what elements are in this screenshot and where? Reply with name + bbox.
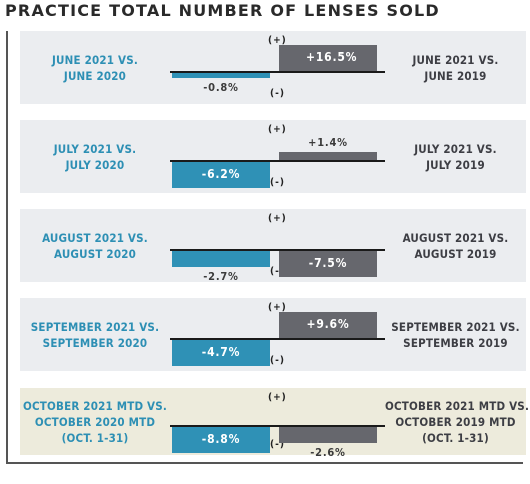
vs-2019-caption: JUNE 2021 VS. JUNE 2019 [385, 52, 526, 84]
caption-line: OCTOBER 2019 MTD [395, 415, 516, 429]
vs-2020-caption: JULY 2021 VS. JULY 2020 [20, 141, 170, 173]
caption-line: SEPTEMBER 2019 [403, 336, 508, 350]
comparison-panel: SEPTEMBER 2021 VS. SEPTEMBER 2020 SEPTEMBE… [20, 298, 526, 371]
caption-line: OCTOBER 2021 MTD VS. [22, 399, 168, 413]
bar-vs-2020 [172, 251, 270, 268]
bar-vs-2020 [172, 427, 270, 453]
comparison-panel: JULY 2021 VS. JULY 2020 JULY 2021 VS. JULY … [20, 120, 526, 193]
value-label: -6.2% [201, 167, 241, 181]
bar-vs-2019 [279, 251, 377, 277]
caption-line: SEPTEMBER 2021 VS. [391, 320, 520, 334]
caption-line: AUGUST 2021 VS. [402, 231, 509, 245]
zero-axis [170, 249, 385, 251]
caption-line: JULY 2020 [65, 158, 125, 172]
caption-line: SEPTEMBER 2021 VS. [30, 320, 160, 334]
value-label: -2.7% [203, 270, 239, 284]
caption-line: JUNE 2019 [424, 69, 487, 83]
positive-marker: (+) [268, 392, 287, 403]
positive-marker: (+) [268, 35, 287, 46]
positive-marker: (+) [268, 213, 287, 224]
zero-axis [170, 160, 385, 162]
caption-line: JULY 2019 [426, 158, 485, 172]
vs-2019-caption: JULY 2021 VS. JULY 2019 [385, 141, 526, 173]
page-title: PRACTICE TOTAL NUMBER OF LENSES SOLD [5, 1, 440, 20]
comparison-panel: JUNE 2021 VS. JUNE 2020 JUNE 2021 VS. JUNE … [20, 31, 526, 104]
value-label: -2.6% [310, 445, 346, 459]
bar-vs-2020 [172, 73, 270, 78]
value-label: -4.7% [201, 345, 241, 359]
vs-2020-caption: OCTOBER 2021 MTD VS. OCTOBER 2020 MTD (OCT… [20, 398, 170, 446]
positive-marker: (+) [268, 302, 287, 313]
negative-marker: (-) [270, 266, 285, 277]
zero-axis [170, 71, 385, 73]
bar-vs-2020 [172, 162, 270, 188]
caption-line: OCTOBER 2021 MTD VS. [385, 399, 530, 413]
value-label: +1.4% [308, 135, 348, 149]
caption-line: OCTOBER 2020 MTD [34, 415, 156, 429]
bar-vs-2020 [172, 340, 270, 366]
bar-vs-2019 [279, 312, 377, 338]
vs-2019-caption: AUGUST 2021 VS. AUGUST 2019 [385, 230, 526, 262]
negative-marker: (-) [270, 88, 285, 99]
caption-line: (OCT. 1-31) [422, 431, 489, 445]
zero-axis [170, 425, 385, 427]
comparison-panel: AUGUST 2021 VS. AUGUST 2020 AUGUST 2021 VS… [20, 209, 526, 284]
caption-line: SEPTEMBER 2020 [42, 336, 148, 350]
caption-line: JULY 2021 VS. [53, 142, 137, 156]
bar-vs-2019 [279, 45, 377, 71]
zero-axis [170, 338, 385, 340]
negative-marker: (-) [270, 439, 285, 450]
negative-marker: (-) [270, 177, 285, 188]
vs-2020-caption: AUGUST 2021 VS. AUGUST 2020 [20, 230, 170, 262]
vs-2020-caption: JUNE 2021 VS. JUNE 2020 [20, 52, 170, 84]
bar-vs-2019 [279, 427, 377, 443]
value-label: -8.8% [201, 432, 241, 446]
vs-2020-caption: SEPTEMBER 2021 VS. SEPTEMBER 2020 [20, 319, 170, 351]
frame-bottom-line [6, 462, 523, 464]
negative-marker: (-) [270, 355, 285, 366]
caption-line: AUGUST 2019 [414, 247, 497, 261]
value-label: -7.5% [308, 256, 348, 270]
comparison-panel: OCTOBER 2021 MTD VS. OCTOBER 2020 MTD (OCT… [20, 388, 530, 459]
caption-line: JULY 2021 VS. [414, 142, 497, 156]
frame-left-line [6, 31, 8, 464]
vs-2019-caption: SEPTEMBER 2021 VS. SEPTEMBER 2019 [385, 319, 526, 351]
value-label: +9.6% [306, 317, 350, 331]
caption-line: JUNE 2020 [63, 69, 127, 83]
bar-vs-2019 [279, 151, 377, 160]
caption-line: JUNE 2021 VS. [412, 53, 499, 67]
caption-line: AUGUST 2020 [53, 247, 137, 261]
value-label: +16.5% [306, 50, 358, 64]
caption-line: JUNE 2021 VS. [52, 53, 138, 67]
caption-line: AUGUST 2021 VS. [42, 231, 148, 245]
caption-line: (OCT. 1-31) [61, 431, 129, 445]
vs-2019-caption: OCTOBER 2021 MTD VS. OCTOBER 2019 MTD (OCT… [385, 398, 530, 446]
value-label: -0.8% [203, 81, 239, 94]
positive-marker: (+) [268, 124, 287, 135]
